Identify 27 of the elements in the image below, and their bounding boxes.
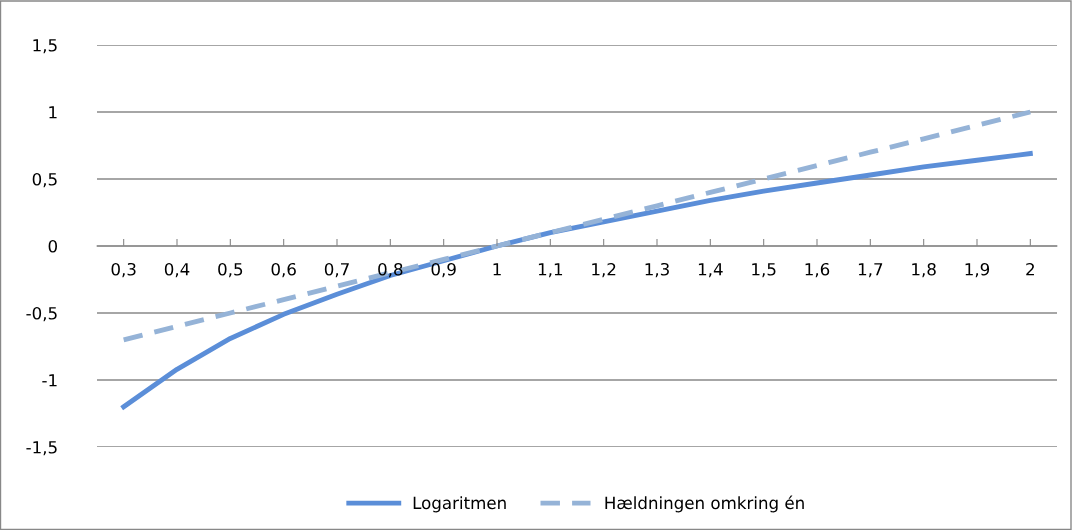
x-tick-label: 0,4 — [164, 262, 190, 278]
y-tick-label: 1,5 — [33, 39, 57, 54]
x-tick-label: 1,7 — [858, 263, 883, 278]
x-tick-label: 2 — [1026, 262, 1034, 276]
x-tick-label: 1,6 — [805, 262, 830, 278]
x-tick-label: 1,4 — [698, 263, 723, 278]
x-tick-label: 0,5 — [218, 262, 243, 278]
x-tick-label: 0,3 — [111, 262, 136, 278]
x-tick-label: 1,1 — [538, 263, 563, 278]
y-tick-label: -1,5 — [26, 441, 57, 456]
x-tick-label: 1,5 — [752, 263, 776, 278]
x-tick-label: 1,9 — [965, 262, 990, 278]
x-tick-label: 1 — [493, 263, 501, 276]
y-tick-label: 0,5 — [32, 172, 57, 188]
y-tick-label: 1 — [49, 106, 57, 119]
y-tick-label: 0 — [48, 239, 57, 253]
y-tick-label: -1 — [42, 374, 57, 387]
legend-label: Logaritmen — [413, 496, 506, 513]
x-tick-label: 0,9 — [431, 262, 456, 278]
x-tick-label: 0,8 — [378, 262, 403, 278]
x-tick-label: 0,7 — [324, 262, 349, 278]
x-tick-label: 1,2 — [592, 262, 616, 278]
x-tick-label: 1,3 — [645, 262, 669, 278]
legend-label: Hældningen omkring én — [605, 495, 804, 513]
x-tick-label: 0,6 — [271, 262, 296, 278]
y-tick-label: -0,5 — [26, 306, 57, 322]
x-tick-label: 1,8 — [912, 262, 936, 278]
